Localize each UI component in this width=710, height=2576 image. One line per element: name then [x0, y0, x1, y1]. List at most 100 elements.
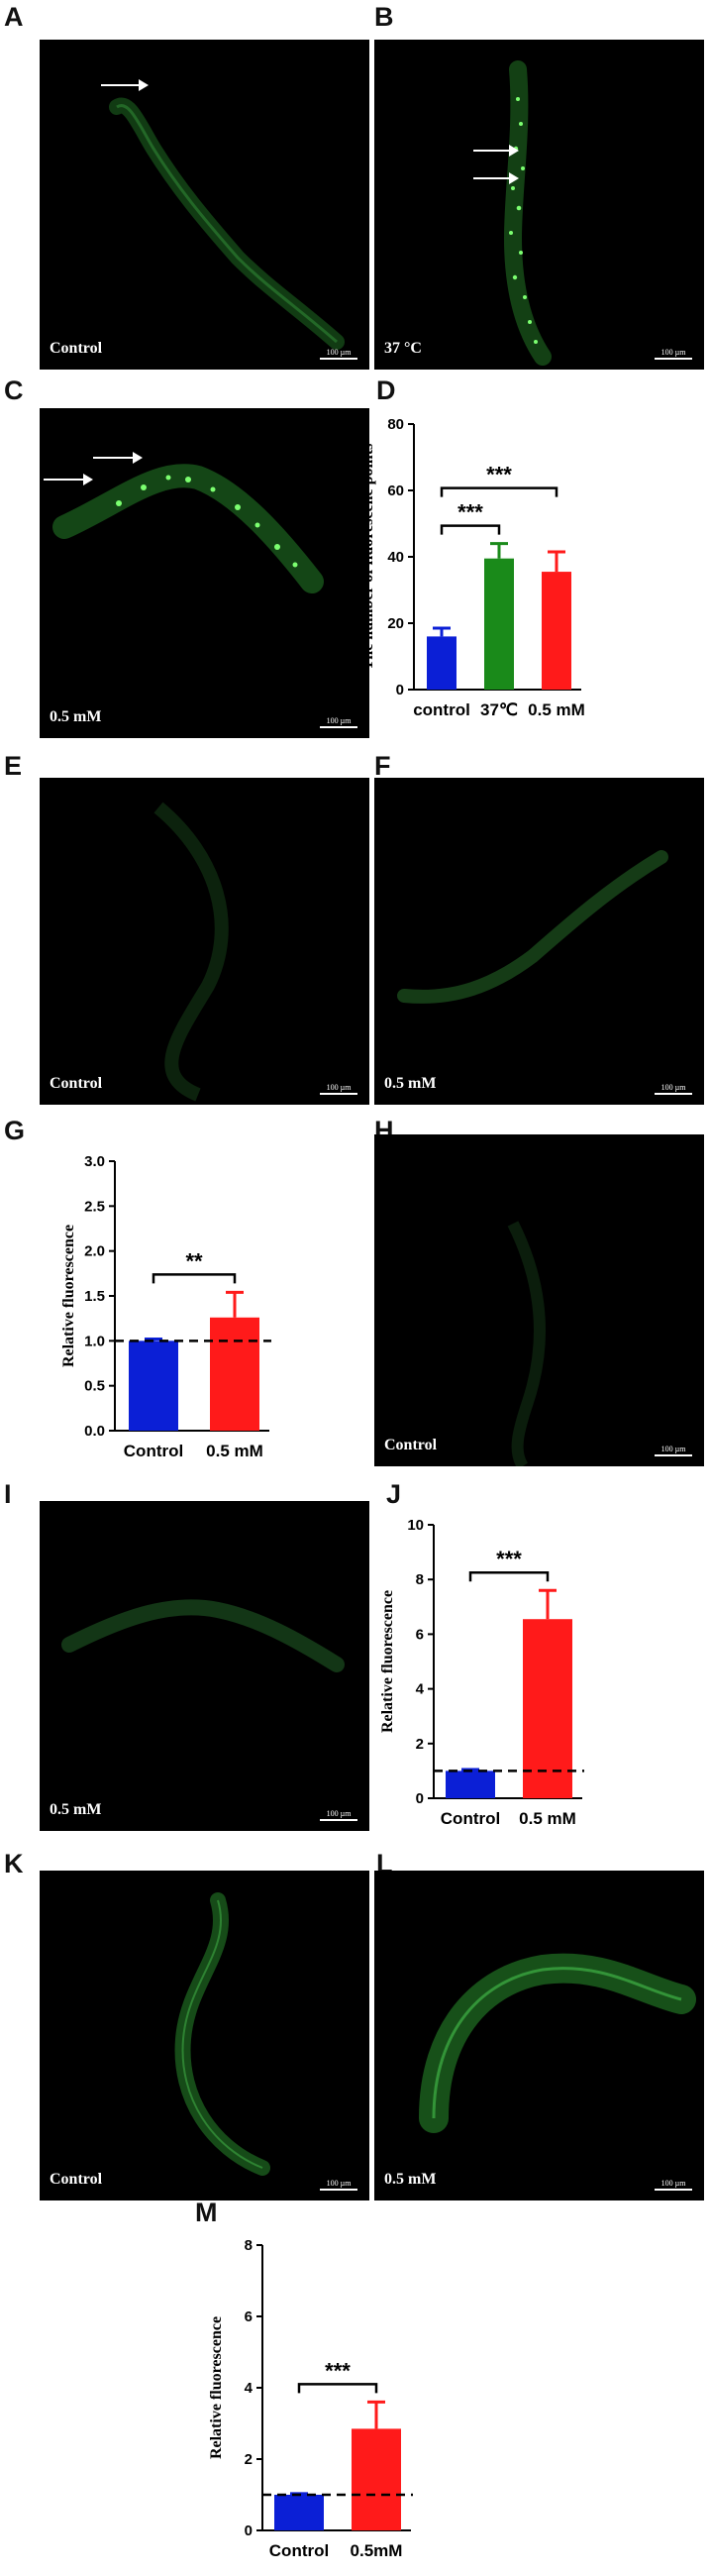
y-tick-label: 0.5: [84, 1378, 105, 1395]
panel-label-e: E: [4, 751, 23, 781]
bar-1: [523, 1619, 572, 1798]
micrograph-k: Control 100 µm: [40, 1871, 369, 2200]
significance-label-0: ***: [457, 500, 483, 525]
y-tick-label: 0: [416, 1790, 424, 1807]
y-axis-title: Relative fluorescence: [60, 1225, 77, 1367]
significance-bracket-1: [440, 486, 558, 497]
worm-image-h: [507, 1221, 546, 1466]
worm-image-l: [419, 1953, 696, 2133]
worm-image-c: [52, 464, 324, 593]
y-tick-label: 3.0: [84, 1153, 105, 1170]
bar-2: [542, 572, 571, 690]
condition-label-e: Control: [50, 1075, 103, 1092]
scale-bar-c: 100 µm: [320, 716, 357, 728]
significance-label-1: ***: [486, 463, 512, 487]
micrograph-l: 0.5 mM 100 µm: [374, 1871, 704, 2200]
y-tick-label: 6: [416, 1626, 424, 1643]
significance-bracket-0: [152, 1273, 237, 1284]
y-tick-label: 4: [245, 2380, 254, 2397]
micrograph-c: 0.5 mM 100 µm: [40, 408, 369, 738]
chart-d-svg: 0 20 40 60 80 The number of fluorescene point…: [359, 416, 585, 719]
chart-j: 0 2 4 6 8 10 Relative fluorescence Control 0.5 m…: [374, 1501, 701, 1838]
bar-1: [210, 1317, 259, 1431]
y-tick-label: 60: [387, 483, 404, 499]
micrograph-e: Control 100 µm: [40, 778, 369, 1105]
condition-label-l: 0.5 mM: [384, 2171, 437, 2188]
arrow-indicator-b2: [473, 172, 519, 184]
bar-0: [129, 1341, 178, 1431]
condition-label-f: 0.5 mM: [384, 1075, 437, 1092]
worm-image-e: [153, 802, 229, 1102]
panel-label-i: I: [4, 1479, 12, 1509]
panel-label-a: A: [4, 2, 24, 32]
arrow-indicator-c1: [93, 452, 143, 464]
category-label-0: Control: [124, 1442, 183, 1460]
bar-0: [427, 636, 456, 690]
significance-bracket-0: [440, 524, 501, 535]
scale-bar-l: 100 µm: [655, 2179, 692, 2191]
significance-label-0: ***: [496, 1547, 522, 1571]
scale-bar-f: 100 µm: [655, 1083, 692, 1095]
scale-bar-a: 100 µm: [320, 348, 357, 360]
panel-label-j: J: [386, 1479, 402, 1509]
y-tick-label: 2: [416, 1736, 424, 1753]
worm-image-a: [109, 97, 345, 350]
y-tick-label: 0: [245, 2522, 253, 2539]
y-axis-title: Relative fluorescence: [379, 1590, 396, 1733]
condition-label-b: 37 °C: [384, 340, 422, 357]
chart-m-svg: 0 2 4 6 8 Relative fluorescence Control 0.5mM **…: [208, 2237, 413, 2560]
y-tick-label: 2.5: [84, 1198, 105, 1215]
y-tick-label: 1.5: [84, 1288, 105, 1305]
panel-label-m: M: [195, 2198, 218, 2227]
condition-label-k: Control: [50, 2171, 103, 2188]
panel-label-c: C: [4, 376, 24, 405]
micrograph-a: Control 100 µm: [40, 40, 369, 370]
category-label-1: 0.5mM: [351, 2541, 403, 2560]
chart-g: 0.0 0.5 1.0 1.5 2.0 2.5 3.0 Relative fluorescen…: [40, 1139, 366, 1466]
category-label-2: 0.5 mM: [528, 700, 585, 719]
y-tick-label: 2.0: [84, 1243, 105, 1260]
significance-label-0: **: [185, 1248, 203, 1273]
scale-bar-k: 100 µm: [320, 2179, 357, 2191]
y-axis-title: Relative fluorescence: [208, 2316, 225, 2459]
y-tick-label: 0.0: [84, 1423, 105, 1440]
condition-label-a: Control: [50, 340, 103, 357]
chart-d: 0 20 40 60 80 The number of fluorescene point…: [359, 396, 701, 733]
y-tick-label: 80: [387, 416, 404, 433]
y-tick-label: 20: [387, 615, 404, 632]
category-label-1: 37℃: [480, 700, 518, 719]
y-tick-label: 2: [245, 2451, 253, 2468]
condition-label-i: 0.5 mM: [50, 1801, 102, 1818]
worm-image-i: [61, 1599, 345, 1672]
panel-label-d: D: [376, 376, 396, 405]
y-tick-label: 40: [387, 549, 404, 566]
condition-label-c: 0.5 mM: [50, 708, 102, 725]
scale-bar-i: 100 µm: [320, 1809, 357, 1821]
scale-bar-b: 100 µm: [655, 348, 692, 360]
y-tick-label: 8: [245, 2237, 253, 2254]
category-label-0: control: [413, 700, 470, 719]
worm-image-b: [503, 60, 552, 366]
category-label-0: Control: [269, 2541, 329, 2560]
micrograph-h: Control 100 µm: [374, 1134, 704, 1466]
significance-label-0: ***: [325, 2358, 351, 2383]
panel-label-g: G: [4, 1116, 26, 1145]
panel-label-f: F: [374, 751, 391, 781]
micrograph-f: 0.5 mM 100 µm: [374, 778, 704, 1105]
y-tick-label: 6: [245, 2308, 253, 2325]
micrograph-i: 0.5 mM 100 µm: [40, 1501, 369, 1831]
y-axis-title: The number of fluorescene points: [359, 444, 376, 671]
category-label-1: 0.5 mM: [519, 1809, 576, 1828]
worm-image-f: [397, 850, 668, 1004]
panel-label-b: B: [374, 2, 394, 32]
arrow-indicator-c2: [44, 474, 93, 485]
arrow-indicator-a: [101, 79, 149, 91]
chart-g-svg: 0.0 0.5 1.0 1.5 2.0 2.5 3.0 Relative fluorescen…: [60, 1153, 271, 1460]
category-label-0: Control: [441, 1809, 500, 1828]
y-tick-label: 1.0: [84, 1333, 105, 1349]
bar-1: [352, 2428, 401, 2530]
bar-1: [484, 558, 514, 690]
scale-bar-h: 100 µm: [655, 1445, 692, 1456]
condition-label-h: Control: [384, 1437, 438, 1453]
panel-label-l: L: [376, 1849, 393, 1878]
